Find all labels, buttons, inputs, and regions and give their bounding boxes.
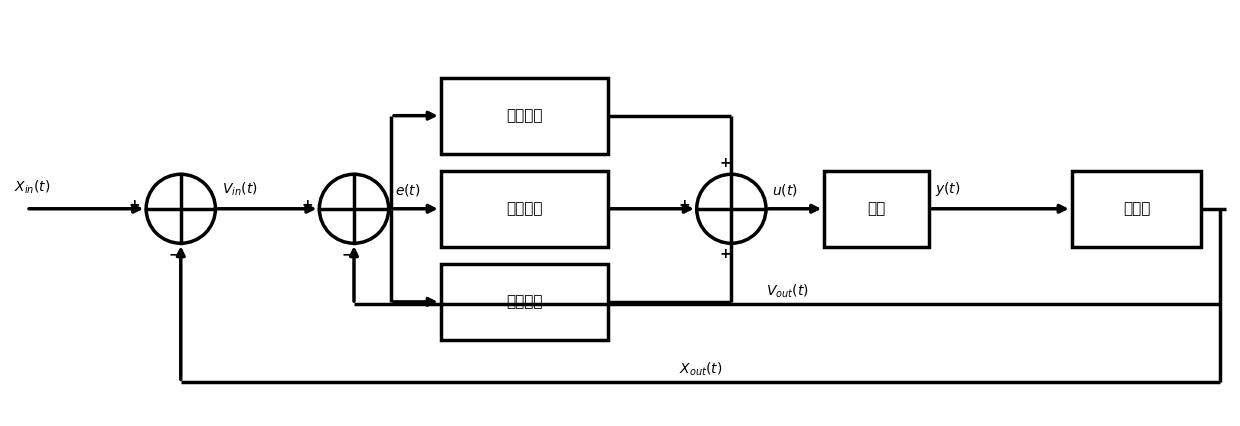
FancyBboxPatch shape [825,171,929,247]
FancyBboxPatch shape [440,78,608,154]
Text: +: + [719,156,730,170]
Text: 传感器: 传感器 [1123,201,1151,216]
Text: 比例环节: 比例环节 [506,108,542,123]
Text: 微分环节: 微分环节 [506,294,542,309]
Text: $u(t)$: $u(t)$ [773,182,799,198]
Ellipse shape [146,174,216,243]
Ellipse shape [320,174,388,243]
Text: $X_{in}(t)$: $X_{in}(t)$ [14,178,50,196]
Text: −: − [342,248,353,262]
Text: +: + [719,248,730,262]
Text: $e(t)$: $e(t)$ [394,182,420,198]
Ellipse shape [697,174,766,243]
Text: 积分环节: 积分环节 [506,201,542,216]
FancyBboxPatch shape [1071,171,1202,247]
FancyBboxPatch shape [440,171,608,247]
Text: $V_{out}(t)$: $V_{out}(t)$ [765,282,808,300]
FancyBboxPatch shape [440,264,608,340]
Text: +: + [301,198,314,212]
Text: −: − [169,248,180,262]
Text: 电机: 电机 [868,201,885,216]
Text: $V_{in}(t)$: $V_{in}(t)$ [222,181,258,198]
Text: $X_{out}(t)$: $X_{out}(t)$ [678,361,722,378]
Text: +: + [678,198,691,212]
Text: $y(t)$: $y(t)$ [935,180,961,198]
Text: +: + [128,198,140,212]
